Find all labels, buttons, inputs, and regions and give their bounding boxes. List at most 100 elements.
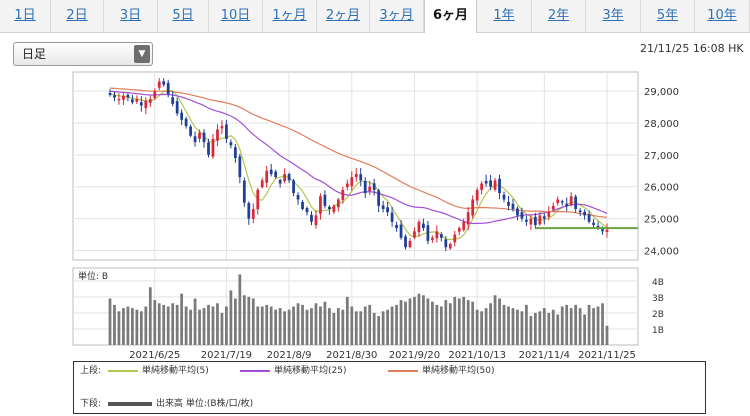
volume-bar <box>596 306 600 345</box>
volume-bar <box>565 304 569 345</box>
volume-bar <box>511 308 515 345</box>
candle-body <box>113 95 116 98</box>
candle-body <box>278 180 282 184</box>
candle-body <box>480 183 484 190</box>
candle-body <box>511 203 515 210</box>
candle-body <box>484 180 488 184</box>
candle-body <box>574 196 578 210</box>
volume-bars <box>108 274 609 345</box>
tab-period-9[interactable]: 1年 <box>477 0 532 32</box>
volume-bar <box>471 301 475 345</box>
interval-select[interactable]: 日足 ▼ <box>13 42 153 66</box>
candle-body <box>287 174 291 181</box>
volume-bar <box>319 306 322 345</box>
candle-body <box>381 205 385 210</box>
candle-body <box>225 124 228 139</box>
volume-bar <box>345 296 349 345</box>
candle-body <box>359 174 363 181</box>
candle-body <box>516 208 519 216</box>
legend-ma50-label: 単純移動平均(50) <box>422 366 495 376</box>
chevron-down-icon[interactable]: ▼ <box>134 45 150 63</box>
volume-bar <box>431 301 434 345</box>
candle-body <box>439 234 443 238</box>
volume-bar <box>189 309 192 345</box>
volume-bar <box>404 301 407 345</box>
volume-axis-ticks: 1B 2B 3B 4B <box>652 278 664 336</box>
tab-period-7[interactable]: 3ヶ月 <box>370 0 424 32</box>
volume-bar <box>184 306 188 345</box>
candle-body <box>417 221 421 233</box>
candle-body <box>256 189 260 210</box>
candle-body <box>175 101 179 114</box>
volume-bar <box>574 304 578 345</box>
volume-tick-label: 4B <box>652 278 664 288</box>
volume-panel: 単位: B 1B 2B 3B 4B <box>72 267 664 346</box>
volume-bar <box>301 304 304 345</box>
volume-bar <box>368 304 372 345</box>
tab-period-4[interactable]: 10日 <box>209 0 263 32</box>
candle-body <box>144 100 148 109</box>
candle-body <box>525 219 528 222</box>
candle-body <box>377 190 381 206</box>
tab-period-1[interactable]: 2日 <box>51 0 104 32</box>
legend-volume-label: 出来高 単位:(B株/口/枚) <box>156 399 254 409</box>
candle-body <box>148 99 152 103</box>
candle-body <box>408 240 412 248</box>
tab-period-0[interactable]: 1日 <box>0 0 51 32</box>
volume-bar <box>569 308 573 345</box>
candle-body <box>426 225 430 241</box>
volume-bar <box>220 312 224 345</box>
candle-body <box>538 215 542 225</box>
candle-body <box>238 156 242 178</box>
tab-period-3[interactable]: 5日 <box>158 0 209 32</box>
volume-bar <box>113 304 116 345</box>
volume-bar <box>605 325 609 345</box>
volume-bar <box>601 303 604 345</box>
volume-bar <box>372 312 376 345</box>
tab-period-11[interactable]: 3年 <box>586 0 641 32</box>
volume-bar <box>193 298 197 345</box>
candle-body <box>157 81 161 88</box>
price-tick-label: 29,000 <box>644 87 679 98</box>
candle-body <box>108 93 112 95</box>
candle-body <box>193 136 197 143</box>
candle-body <box>556 199 560 204</box>
candle-body <box>471 199 475 216</box>
tab-period-12[interactable]: 5年 <box>641 0 695 32</box>
tab-period-5[interactable]: 1ヶ月 <box>263 0 317 32</box>
candle-body <box>587 214 591 222</box>
volume-bar <box>439 306 443 345</box>
candle-body <box>399 224 403 238</box>
candle-body <box>542 216 546 219</box>
candle-body <box>341 189 345 200</box>
candle-body <box>448 244 452 249</box>
volume-bar <box>507 306 510 345</box>
ma5-line <box>109 89 608 241</box>
tab-period-10[interactable]: 2年 <box>532 0 586 32</box>
volume-bar <box>435 304 439 345</box>
candle-body <box>305 208 309 213</box>
tab-period-2[interactable]: 3日 <box>104 0 158 32</box>
candle-body <box>507 201 510 206</box>
volume-bar <box>363 306 367 345</box>
volume-bar <box>587 304 591 345</box>
date-tick-label: 2021/8/9 <box>267 350 312 361</box>
legend-ma25: 単純移動平均(25) <box>240 364 346 378</box>
tab-period-8[interactable]: 6ヶ月 <box>424 0 477 33</box>
volume-bar <box>117 311 121 345</box>
ma50-line <box>109 87 608 218</box>
candle-body <box>153 91 157 98</box>
volume-bar <box>144 306 148 345</box>
price-tick-label: 26,000 <box>644 183 679 194</box>
candle-body <box>354 173 358 178</box>
candle-body <box>247 203 251 219</box>
legend-ma25-swatch <box>240 369 270 372</box>
legend-volume: 出来高 単位:(B株/口/枚) <box>108 397 253 411</box>
candle-body <box>189 126 192 136</box>
volume-bar <box>135 309 139 345</box>
tab-period-6[interactable]: 2ヶ月 <box>317 0 370 32</box>
volume-bar <box>175 304 179 345</box>
volume-bar <box>122 308 125 345</box>
candle-body <box>319 196 322 214</box>
candle-body <box>601 229 604 232</box>
